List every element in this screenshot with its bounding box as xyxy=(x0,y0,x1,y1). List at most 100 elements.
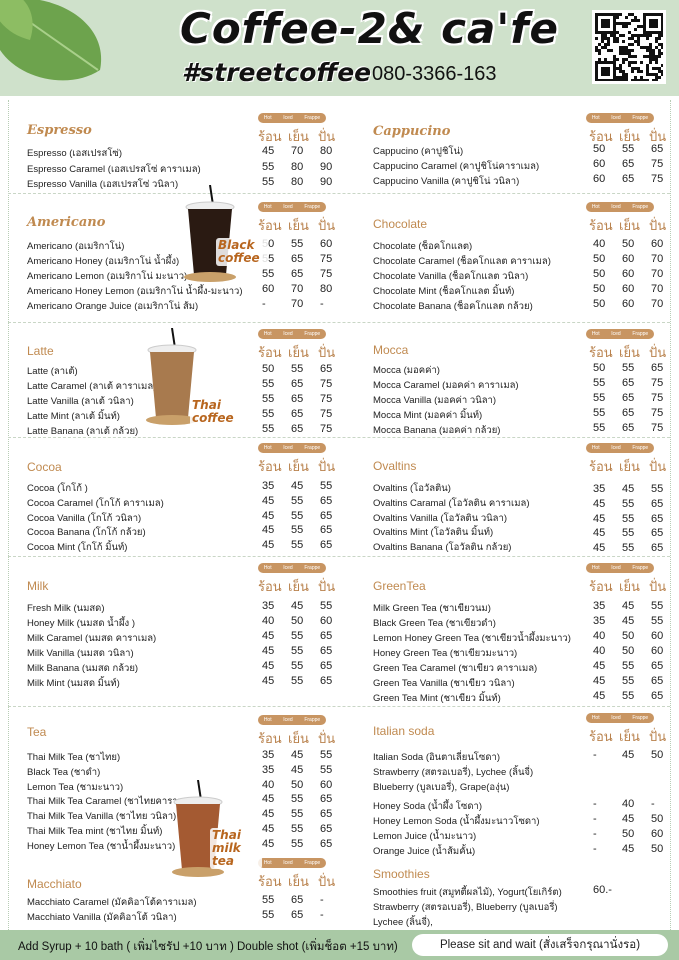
price: 45 xyxy=(593,497,606,510)
price: 35 xyxy=(262,600,275,612)
section-title-espresso: Espresso xyxy=(27,123,92,138)
menu-item-name: Black Tea (ชาดำ) xyxy=(27,766,101,778)
price: 55 xyxy=(291,524,304,537)
price: 55 xyxy=(320,763,333,776)
price: 55 xyxy=(651,615,664,627)
price: 55 xyxy=(622,690,635,702)
section-divider xyxy=(8,193,670,194)
thai-temperature-header: ร้อน เย็น ปั่น xyxy=(258,576,348,597)
price: 55 xyxy=(320,600,333,612)
price: 40 xyxy=(262,615,275,627)
menu-item-prices: 45 55 65 xyxy=(262,675,349,687)
price: 55 xyxy=(291,509,304,522)
menu-item-prices: 45 55 65 xyxy=(262,524,349,536)
menu-item-name: Cocoa Caramel (โกโก้ คาราเมล) xyxy=(27,497,164,509)
price: 65 xyxy=(651,362,664,374)
menu-item-name: Chocolate Caramel (ช็อคโกแลต คาราเมล) xyxy=(373,256,551,267)
price: 75 xyxy=(320,378,333,390)
menu-item-prices: 45 55 65 xyxy=(262,539,349,551)
pill-label: Hot xyxy=(591,445,600,451)
menu-item-name: Honey Lemon Tea (ชาน้ำผึ้งมะนาว) xyxy=(27,840,176,852)
menu-item-prices: 35 45 55 xyxy=(593,615,679,627)
pill-label: Iced xyxy=(283,204,293,210)
menu-item-name: Black Green Tea (ชาเขียวดำ) xyxy=(373,618,496,629)
price: 90 xyxy=(320,160,333,173)
price: 65 xyxy=(651,143,664,155)
thai-temperature-header: ร้อน เย็น ปั่น xyxy=(589,456,679,477)
price: 55 xyxy=(262,393,275,405)
thai-temperature-header: ร้อน เย็น ปั่น xyxy=(258,215,348,236)
cup-caption-thai-coffee: Thai coffee xyxy=(190,398,242,426)
price: 65 xyxy=(320,363,333,375)
price: 55 xyxy=(291,494,304,507)
price: 45 xyxy=(262,675,275,687)
price: 55 xyxy=(320,749,333,761)
price: 65 xyxy=(320,494,333,507)
price: 55 xyxy=(651,483,664,495)
menu-item-name: Cocoa Vanilla (โกโก้ วนิลา) xyxy=(27,512,142,524)
menu-item-prices: - 40 - xyxy=(593,798,679,810)
pill-label: Iced xyxy=(611,331,621,337)
thai-label: เย็น xyxy=(288,579,309,594)
menu-item-prices: 50 60 70 xyxy=(593,283,679,295)
menu-item-prices: 55 80 90 xyxy=(262,176,349,188)
price: 75 xyxy=(651,173,664,185)
price: 65 xyxy=(320,675,333,687)
temperature-pill: Hot Iced Frappe xyxy=(586,202,654,212)
menu-item-prices: 45 55 65 xyxy=(262,838,349,850)
thai-label: ปั่น xyxy=(318,218,336,233)
thai-label: ปั่น xyxy=(318,579,336,594)
price: 65 xyxy=(320,793,333,806)
pill-label: Frappe xyxy=(304,860,321,866)
menu-item-name: Espresso Vanilla (เอสเปรสโซ่ วนิลา) xyxy=(27,179,179,190)
price: 45 xyxy=(262,660,275,672)
price: 45 xyxy=(262,823,275,835)
price: 60 xyxy=(651,238,664,250)
pill-label: Hot xyxy=(263,565,272,571)
menu-item-name: Americano Honey (อเมริกาโน่ น้ำผึ้ง) xyxy=(27,256,180,267)
section-title-italian-soda: Italian soda xyxy=(373,724,435,738)
price: 50 xyxy=(622,828,635,840)
price: 45 xyxy=(262,145,275,157)
menu-item-prices: - 45 50 xyxy=(593,749,679,761)
menu-item-prices: 60.- xyxy=(593,884,622,896)
menu-item-prices: 45 70 80 xyxy=(262,145,349,157)
temperature-pill: Hot Iced Frappe xyxy=(258,443,326,453)
menu-item-name: Honey Green Tea (ชาเขียวมะนาว) xyxy=(373,648,518,659)
pill-label: Hot xyxy=(263,445,272,451)
price: 55 xyxy=(622,362,635,374)
menu-item-prices: 55 65 75 xyxy=(593,422,679,434)
thai-label: เย็น xyxy=(619,459,640,474)
menu-item-name: Americano Lemon (อเมริกาโน่ มะนาว) xyxy=(27,271,188,282)
price: 45 xyxy=(291,763,304,776)
menu-item-prices: - 45 50 xyxy=(593,813,679,825)
menu-item-prices: 50 55 65 xyxy=(593,143,679,155)
menu-item-prices: 55 65 75 xyxy=(262,268,349,280)
price: 55 xyxy=(622,660,635,672)
price: 55 xyxy=(622,497,635,510)
price: 70 xyxy=(651,283,664,295)
menu-item-prices: 55 65 - xyxy=(262,894,349,906)
pill-label: Iced xyxy=(611,115,621,121)
menu-item-name: Espresso (เอสเปรสโซ่) xyxy=(27,148,123,159)
price: 40 xyxy=(593,645,606,657)
price: 45 xyxy=(622,600,635,612)
price: 75 xyxy=(320,393,333,405)
menu-item-prices: 50 55 60 xyxy=(262,238,349,250)
thai-label: ปั่น xyxy=(649,129,667,144)
menu-item-name: Latte Mint (ลาเต้ มิ้นท์) xyxy=(27,411,120,422)
thai-temperature-header: ร้อน เย็น ปั่น xyxy=(589,342,679,363)
pill-label: Frappe xyxy=(632,115,649,121)
price: 45 xyxy=(593,690,606,702)
menu-item-prices: 40 50 60 xyxy=(262,779,349,791)
price: 65 xyxy=(291,393,304,405)
price: 45 xyxy=(291,480,304,492)
pill-label: Frappe xyxy=(304,331,321,337)
price: 65 xyxy=(291,909,304,921)
price: 65 xyxy=(651,660,664,672)
menu-item-prices: 40 50 60 xyxy=(593,645,679,657)
menu-item-prices: 35 45 55 xyxy=(262,600,349,612)
price: 45 xyxy=(622,483,635,495)
menu-item-prices: - 50 60 xyxy=(593,828,679,840)
menu-item-name: Orange Juice (น้ำส้มคั้น) xyxy=(373,846,476,857)
